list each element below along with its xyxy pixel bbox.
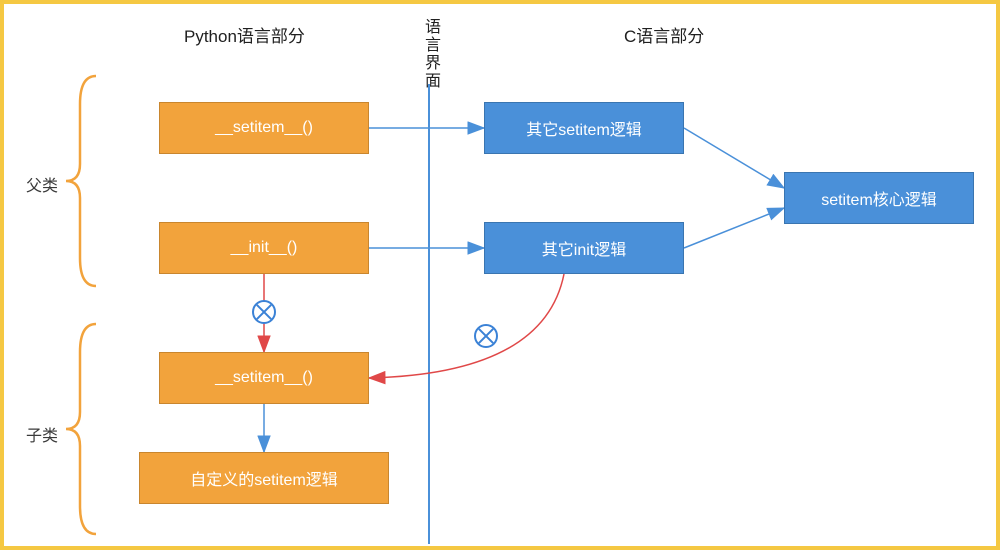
label-child-class: 子类 xyxy=(26,422,58,446)
brace-parent xyxy=(66,76,96,286)
brace-child xyxy=(66,324,96,534)
node-other-setitem-logic: 其它setitem逻辑 xyxy=(484,102,684,154)
edge-other-init-to-child-setitem xyxy=(369,274,564,378)
node-parent-init: __init__() xyxy=(159,222,369,274)
header-python: Python语言部分 xyxy=(184,22,305,47)
prohibit-icon xyxy=(474,324,498,348)
edge-other-setitem-to-core xyxy=(684,128,784,188)
node-custom-setitem-logic: 自定义的setitem逻辑 xyxy=(139,452,389,504)
header-c: C语言部分 xyxy=(624,22,704,47)
node-parent-setitem: __setitem__() xyxy=(159,102,369,154)
edge-other-init-to-core xyxy=(684,208,784,248)
node-setitem-core-logic: setitem核心逻辑 xyxy=(784,172,974,224)
label-parent-class: 父类 xyxy=(26,172,58,196)
node-other-init-logic: 其它init逻辑 xyxy=(484,222,684,274)
prohibit-icon xyxy=(252,300,276,324)
node-child-setitem: __setitem__() xyxy=(159,352,369,404)
header-interface: 语言界面 xyxy=(418,18,442,90)
